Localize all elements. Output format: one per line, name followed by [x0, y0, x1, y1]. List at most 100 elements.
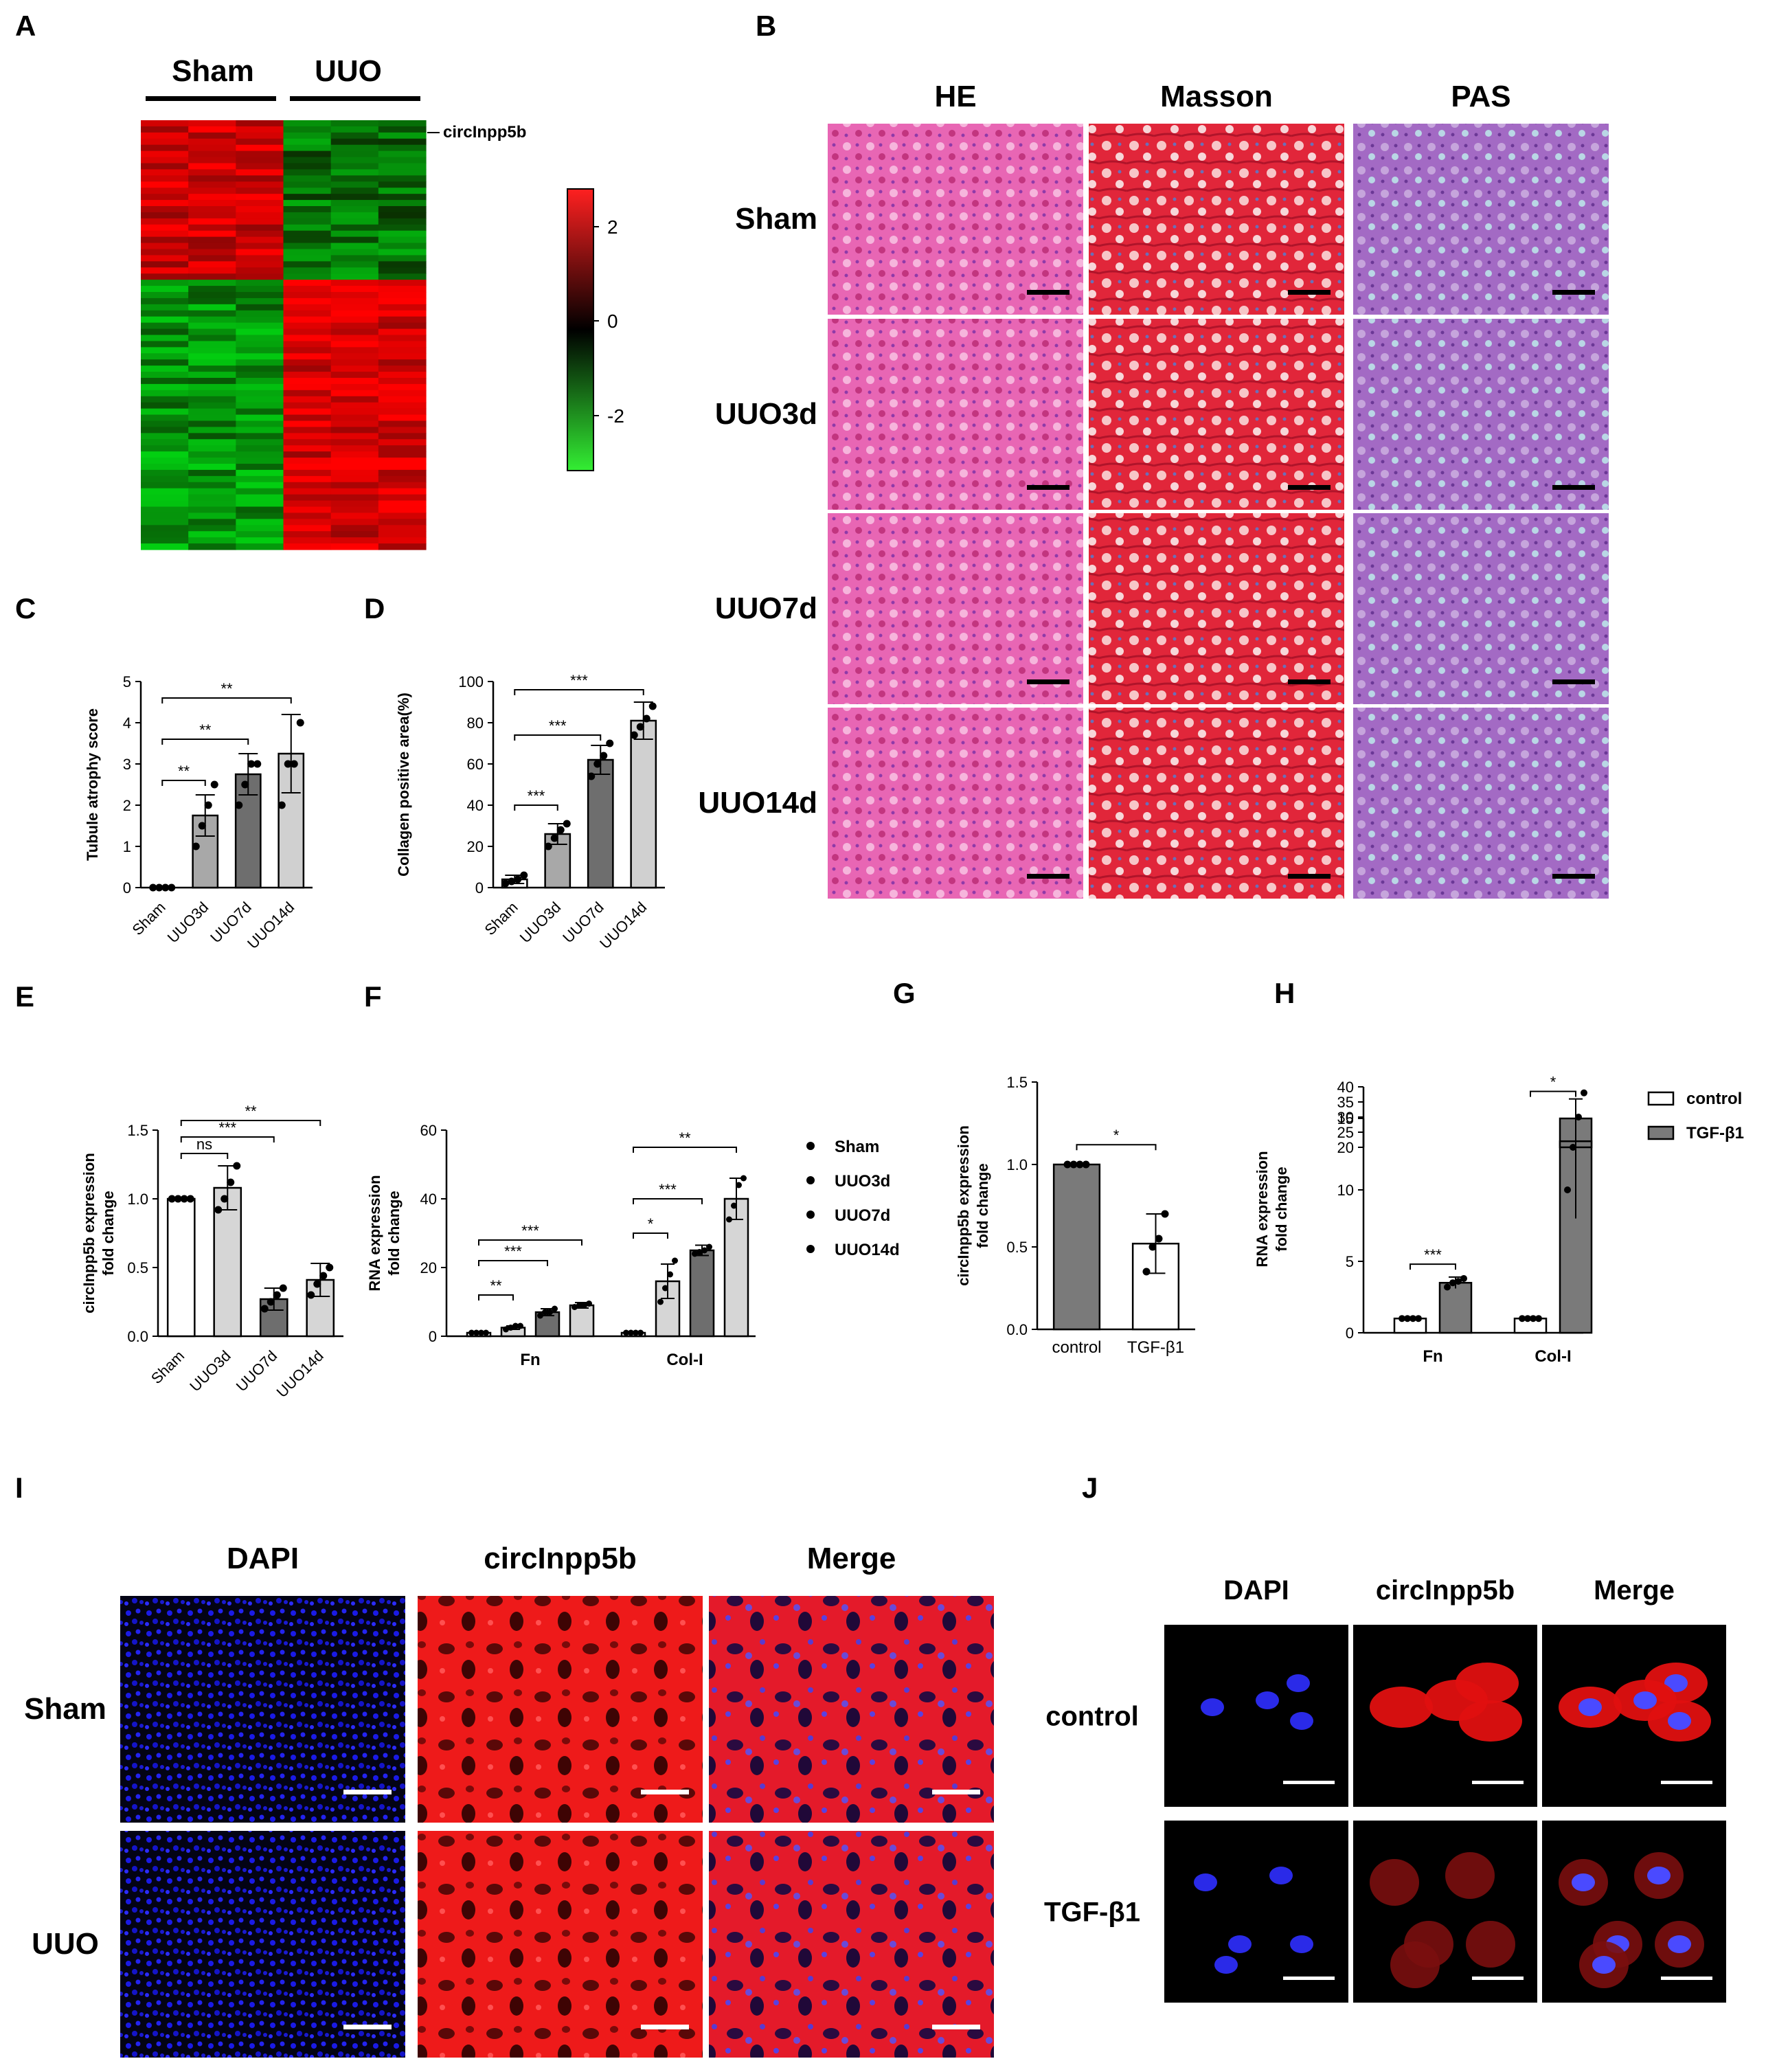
heatmap-cell [188, 255, 236, 262]
heatmap-cell [188, 316, 236, 324]
heatmap-cell [330, 433, 379, 440]
heatmap-cell [378, 439, 427, 446]
heatmap-cell [283, 464, 332, 471]
heatmap-cell [330, 230, 379, 238]
y-tick-label: 5 [123, 673, 131, 690]
heatmap-cell [236, 157, 284, 164]
heatmap-cell [378, 150, 427, 158]
heatmap-cell [330, 261, 379, 268]
heatmap-cell [236, 445, 284, 452]
heatmap-cell [141, 273, 189, 280]
heatmap-cell [330, 482, 379, 489]
heatmap-cell [141, 439, 189, 446]
heatmap-cell [283, 427, 332, 433]
heatmap-cell [330, 157, 379, 164]
heatmap-cell [236, 513, 284, 519]
y-axis-label: fold change [100, 1191, 117, 1275]
heatmap-cell [236, 138, 284, 146]
heatmap-cell [283, 414, 332, 422]
heatmap-cell [236, 464, 284, 471]
y-tick-label: 20 [467, 838, 484, 855]
heatmap-cell [141, 188, 189, 194]
heatmap-cell [141, 169, 189, 176]
significance-label: * [648, 1215, 654, 1232]
heatmap-cell [188, 359, 236, 366]
heatmap-cell [188, 230, 236, 238]
fish-group-label: UUO [32, 1927, 99, 1961]
heatmap-cell [188, 188, 236, 194]
heatmap-cell [330, 243, 379, 250]
heatmap-cell [141, 396, 189, 403]
scale-bar [1027, 290, 1069, 295]
significance-bracket [633, 1232, 668, 1239]
heatmap-cell [188, 408, 236, 416]
heatmap-cell [236, 359, 284, 366]
heatmap-cell [141, 212, 189, 219]
heatmap-cell [378, 322, 427, 330]
heatmap-cell [188, 519, 236, 526]
heatmap-cell [283, 150, 332, 158]
heatmap-cell [330, 280, 379, 286]
heatmap-cell [378, 200, 427, 207]
cell-nucleus [1228, 1935, 1252, 1953]
heatmap-cell [141, 408, 189, 416]
significance-label: ** [679, 1129, 691, 1147]
heatmap-cell [283, 341, 332, 348]
heatmap-cell [283, 261, 332, 268]
heatmap-cell [378, 433, 427, 440]
heatmap-cell [378, 372, 427, 379]
x-tick-label: Sham [148, 1347, 188, 1387]
heatmap-cell [188, 543, 236, 550]
heatmap-cell [378, 335, 427, 342]
heatmap-cell [141, 445, 189, 452]
heatmap-cell [141, 255, 189, 262]
heatmap-cell [188, 525, 236, 532]
data-point [227, 1178, 235, 1186]
heatmap-cell [330, 335, 379, 342]
heatmap-group-bar [146, 96, 276, 101]
heatmap-cell [330, 513, 379, 519]
heatmap-cell [378, 427, 427, 433]
cell-nucleus [1647, 1867, 1671, 1884]
colorbar-tick-label: 0 [607, 311, 618, 332]
data-point [1076, 1160, 1084, 1169]
heatmap-cell [236, 365, 284, 372]
heatmap-cell [141, 304, 189, 311]
heatmap-cell [141, 475, 189, 483]
scale-bar [1472, 1781, 1524, 1784]
heatmap-cell [236, 488, 284, 495]
cell-nucleus [1572, 1873, 1595, 1891]
heatmap-cell [330, 427, 379, 433]
heatmap-cell [283, 163, 332, 170]
x-tick-label: control [1052, 1338, 1101, 1357]
heatmap-cell [236, 188, 284, 194]
heatmap-cell [236, 175, 284, 182]
heatmap-cell [141, 335, 189, 342]
heatmap-cell [141, 359, 189, 366]
data-point [1519, 1315, 1526, 1322]
heatmap-cell [330, 297, 379, 305]
heatmap-cell [330, 328, 379, 336]
y-tick-label: 1.0 [1006, 1156, 1028, 1173]
heatmap-cell [330, 383, 379, 391]
heatmap-cell [236, 218, 284, 225]
significance-label: *** [521, 1222, 539, 1239]
heatmap-group-bar [290, 96, 420, 101]
data-point [731, 1202, 737, 1209]
data-point [296, 719, 304, 727]
data-point [514, 875, 522, 883]
heatmap-cell [141, 194, 189, 201]
heatmap-cell [236, 408, 284, 416]
heatmap-cell [236, 206, 284, 213]
heatmap-cell [188, 365, 236, 372]
heatmap-cell [188, 218, 236, 225]
panel-letter-D: D [364, 592, 385, 624]
heatmap-cell [236, 402, 284, 409]
heatmap-cell [378, 297, 427, 305]
data-point [501, 879, 510, 888]
legend-label: UUO7d [835, 1206, 890, 1225]
y-axis-label: fold change [974, 1163, 991, 1248]
heatmap-cell [330, 218, 379, 225]
heatmap-group-label: Sham [172, 54, 254, 88]
heatmap-cell [378, 230, 427, 238]
